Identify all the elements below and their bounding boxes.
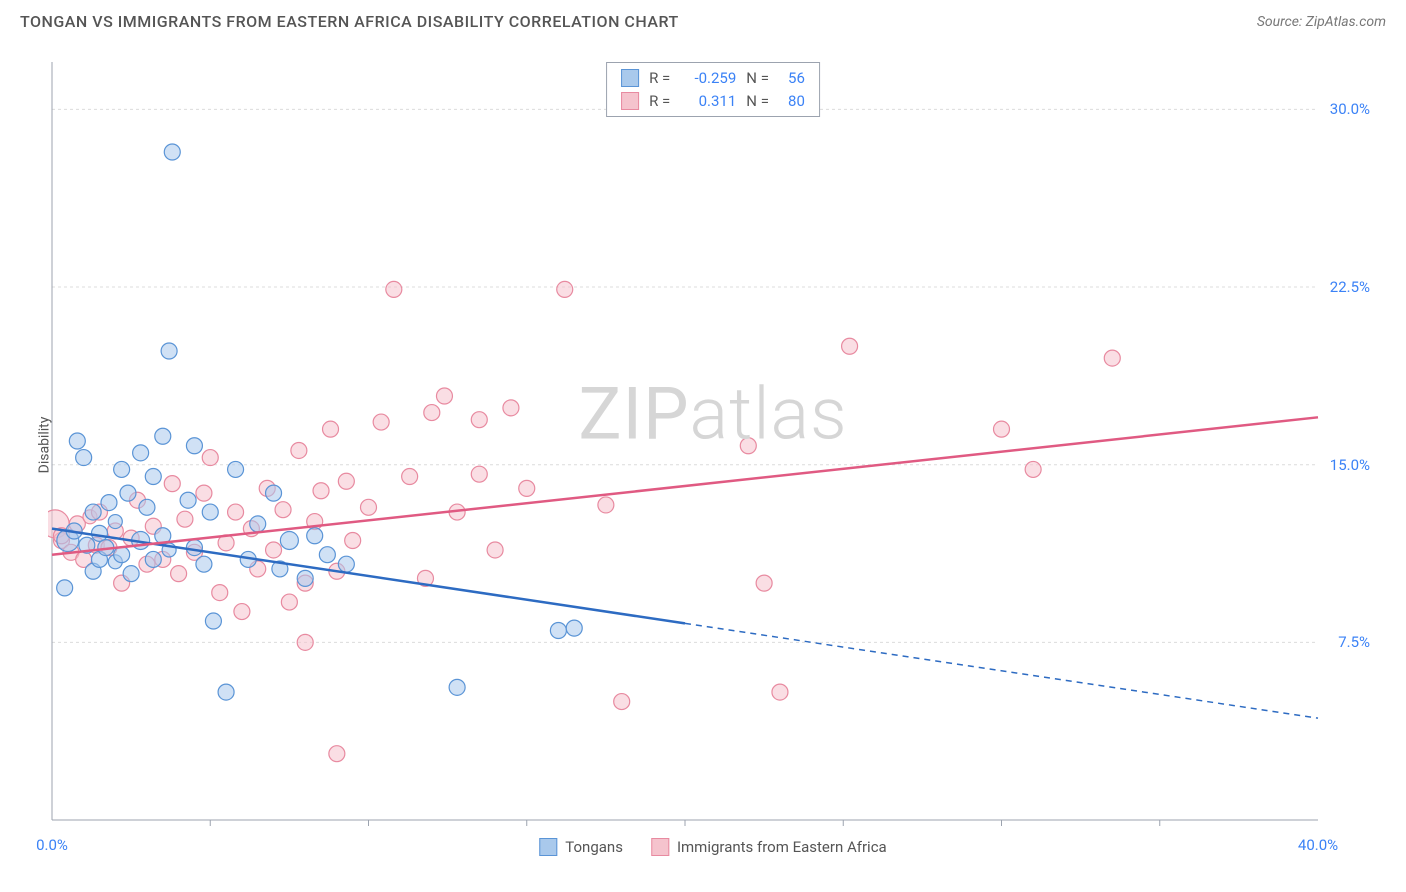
y-tick-label: 30.0%: [1330, 100, 1370, 118]
y-tick-label: 15.0%: [1330, 456, 1370, 474]
legend-item-0: Tongans: [539, 838, 623, 856]
source-attribution: Source: ZipAtlas.com: [1257, 14, 1386, 30]
r-value-1: 0.311: [680, 90, 736, 113]
swatch-series-1: [621, 92, 639, 110]
stats-row-series-0: R = -0.259 N = 56: [621, 67, 805, 90]
x-tick-label: 0.0%: [36, 836, 68, 854]
n-value-1: 80: [779, 90, 805, 113]
y-tick-label: 7.5%: [1338, 633, 1370, 651]
legend-label-0: Tongans: [565, 838, 623, 856]
n-value-0: 56: [779, 67, 805, 90]
legend-label-1: Immigrants from Eastern Africa: [677, 838, 887, 856]
stats-box: R = -0.259 N = 56 R = 0.311 N = 80: [606, 62, 820, 117]
chart-header: TONGAN VS IMMIGRANTS FROM EASTERN AFRICA…: [0, 0, 1406, 39]
chart-title: TONGAN VS IMMIGRANTS FROM EASTERN AFRICA…: [20, 12, 679, 31]
bottom-legend: Tongans Immigrants from Eastern Africa: [539, 838, 886, 856]
swatch-series-0: [621, 69, 639, 87]
scatter-plot: [48, 60, 1378, 830]
legend-swatch-0: [539, 838, 557, 856]
r-value-0: -0.259: [680, 67, 736, 90]
legend-swatch-1: [651, 838, 669, 856]
stats-row-series-1: R = 0.311 N = 80: [621, 90, 805, 113]
x-tick-label: 40.0%: [1298, 836, 1338, 854]
y-tick-label: 22.5%: [1330, 278, 1370, 296]
legend-item-1: Immigrants from Eastern Africa: [651, 838, 887, 856]
chart-container: Disability ZIPatlas R = -0.259 N = 56 R …: [48, 60, 1378, 830]
